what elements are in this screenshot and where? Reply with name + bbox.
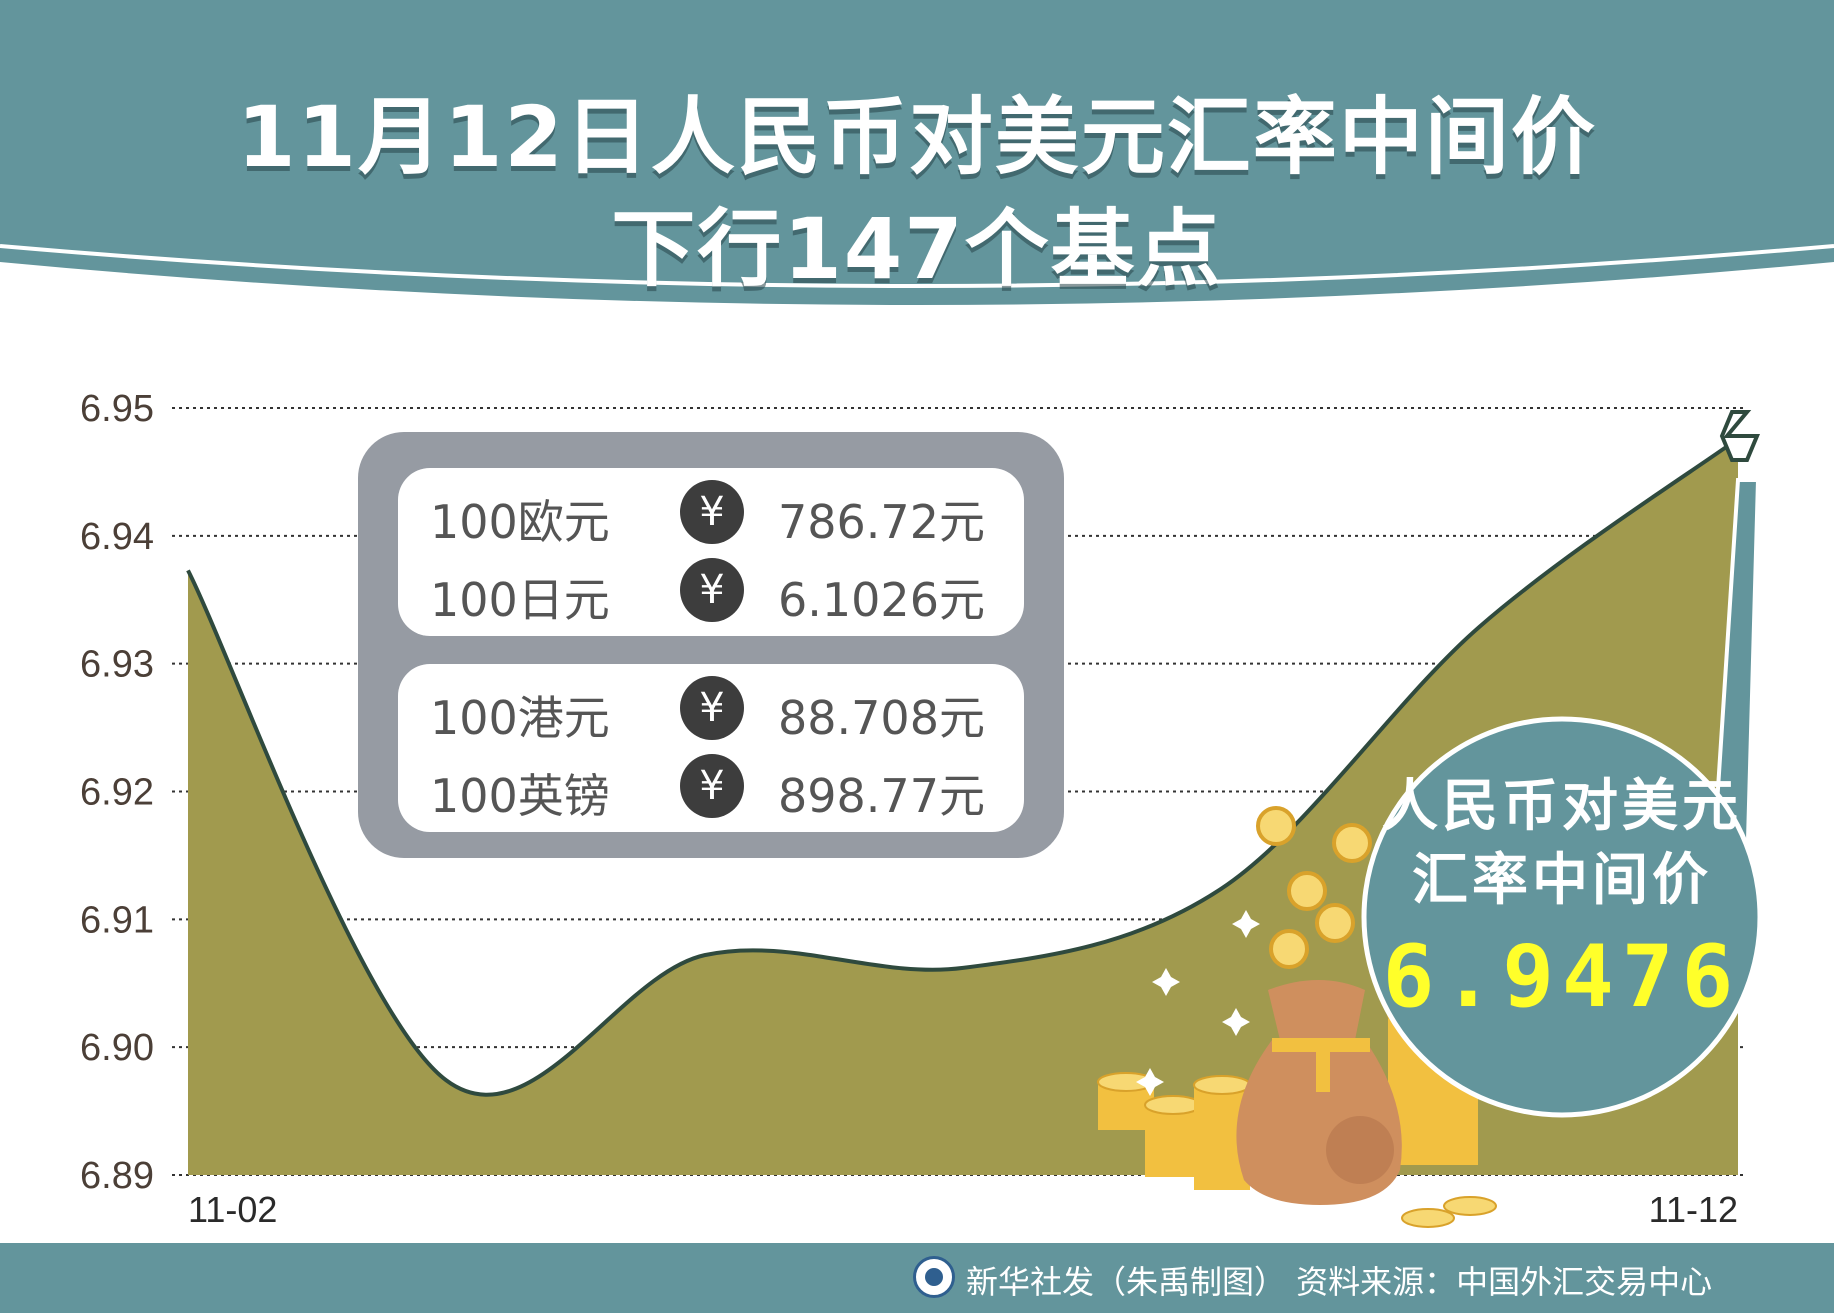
y-tick-label: 6.92 [80, 772, 154, 814]
yen-icon: ¥ [680, 676, 744, 740]
latest-point-marker [1719, 410, 1760, 462]
callout-bubble [1361, 410, 1763, 1118]
y-tick-label: 6.91 [80, 899, 154, 941]
yen-icon: ¥ [680, 754, 744, 818]
title-banner [0, 0, 1834, 305]
callout-line-1: 人民币对美元 [1382, 774, 1742, 839]
exchange-rate-chart: 6.95 6.94 6.93 6.92 6.91 6.90 6.89 11-02 11-12 [80, 388, 1763, 1230]
y-tick-label: 6.89 [80, 1155, 154, 1197]
rate-row-eur: 100欧元 ¥ 786.72元 [398, 478, 1024, 549]
y-tick-label: 6.95 [80, 388, 154, 430]
y-axis: 6.95 6.94 6.93 6.92 6.91 6.90 6.89 [80, 388, 154, 1197]
rate-value-jpy: 6.1026元 [778, 573, 985, 627]
banner-shape [0, 0, 1834, 305]
rate-value-gbp: 898.77元 [778, 769, 985, 823]
y-tick-label: 6.94 [80, 516, 154, 558]
money-bag-illustration [1097, 806, 1497, 1228]
x-axis: 11-02 11-12 [188, 1189, 1738, 1230]
yen-icon: ¥ [680, 480, 744, 544]
banner-highlight-curve [0, 244, 1834, 288]
rate-label-jpy: 100日元 [430, 573, 610, 627]
rate-value-hkd: 88.708元 [778, 691, 985, 745]
x-tick-label: 11-02 [188, 1189, 277, 1230]
footer-bar: 新华社发（朱禹制图） 资料来源：中国外汇交易中心 [0, 1243, 1834, 1313]
rates-card-1: 100欧元 ¥ 786.72元 100日元 ¥ 6.1026元 [398, 468, 1024, 636]
exchange-rates-panel: 100欧元 ¥ 786.72元 100日元 ¥ 6.1026元 100港元 ¥ … [358, 432, 1064, 858]
rate-label-hkd: 100港元 [430, 691, 610, 745]
footer-credit: 新华社发（朱禹制图） 资料来源：中国外汇交易中心 [966, 1263, 1713, 1301]
callout-circle [1361, 716, 1763, 1118]
rate-row-hkd: 100港元 ¥ 88.708元 [398, 674, 1024, 745]
callout-line-2: 汇率中间价 [1412, 848, 1712, 913]
page-title-line-1: 11月12日人民币对美元汇率中间价 [237, 88, 1597, 186]
coin-stack-2 [1144, 1095, 1202, 1177]
rate-row-gbp: 100英镑 ¥ 898.77元 [398, 752, 1024, 823]
page-title-line-2: 下行147个基点 [611, 200, 1223, 298]
rate-line [186, 437, 1740, 1097]
rate-value-eur: 786.72元 [778, 495, 985, 549]
xinhua-logo-icon [913, 1256, 955, 1298]
rate-row-jpy: 100日元 ¥ 6.1026元 [398, 556, 1024, 627]
y-tick-label: 6.93 [80, 644, 154, 686]
flying-coins [1256, 806, 1497, 1228]
x-tick-label: 11-12 [1649, 1189, 1738, 1230]
money-bag-icon [1236, 980, 1402, 1205]
callout-text: 人民币对美元 汇率中间价 6.9476 [1370, 770, 1754, 1032]
rate-label-eur: 100欧元 [430, 495, 610, 549]
yen-icon: ¥ [680, 558, 744, 622]
callout-value: 6.9476 [1382, 927, 1742, 1027]
rate-label-gbp: 100英镑 [430, 769, 610, 823]
rates-card-2: 100港元 ¥ 88.708元 100英镑 ¥ 898.77元 [398, 664, 1024, 832]
y-tick-label: 6.90 [80, 1027, 154, 1069]
sparkles [1136, 874, 1260, 1096]
